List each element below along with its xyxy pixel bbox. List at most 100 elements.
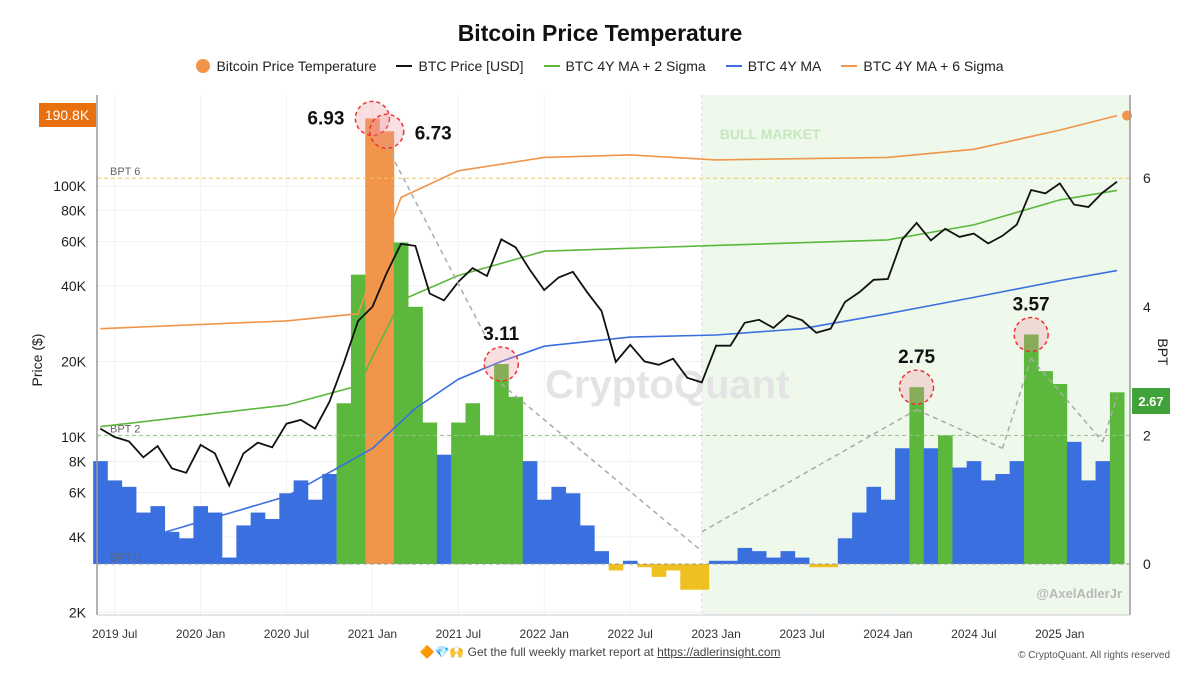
peak-label: 2.75 bbox=[898, 347, 935, 368]
legend-line-icon bbox=[725, 65, 742, 67]
bpt-bar bbox=[665, 564, 681, 571]
chart-title: Bitcoin Price Temperature bbox=[457, 20, 743, 46]
bpt-bar bbox=[580, 525, 595, 564]
bpt-bar bbox=[637, 564, 652, 568]
copyright: © CryptoQuant. All rights reserved bbox=[1018, 650, 1170, 661]
legend-label: BTC 4Y MA + 6 Sigma bbox=[863, 58, 1004, 74]
bpt-bar bbox=[522, 461, 538, 564]
bpt-bar bbox=[1095, 461, 1111, 564]
bpt-bar bbox=[780, 551, 796, 564]
trend-arrow bbox=[1001, 358, 1032, 449]
peak-label: 3.57 bbox=[1013, 294, 1050, 315]
trend-arrow bbox=[1102, 396, 1118, 443]
x-tick-label: 2025 Jan bbox=[1035, 627, 1084, 641]
bpt-bar bbox=[866, 486, 882, 564]
bpt-bar bbox=[565, 493, 581, 564]
bpt-bar bbox=[265, 518, 280, 564]
bpt-bar bbox=[537, 499, 552, 564]
bpt-bar bbox=[207, 512, 223, 564]
price-badge bbox=[39, 103, 96, 127]
bpt-bar bbox=[350, 274, 366, 564]
x-tick-label: 2024 Jul bbox=[951, 627, 996, 641]
legend-label: BTC 4Y MA + 2 Sigma bbox=[565, 58, 706, 74]
bpt-bar bbox=[451, 422, 466, 564]
footer-link[interactable]: https://adlerinsight.com bbox=[657, 645, 781, 659]
bpt-bar bbox=[479, 435, 495, 564]
x-tick-label: 2023 Jul bbox=[779, 627, 824, 641]
bpt-bar bbox=[379, 131, 395, 565]
y-right-axis-title: BPT bbox=[1155, 338, 1171, 366]
y-right-tick-label: 2 bbox=[1143, 427, 1151, 443]
bpt-bar bbox=[680, 564, 695, 590]
author-handle: @AxelAdlerJr bbox=[1036, 586, 1122, 601]
peak-circle bbox=[368, 113, 405, 150]
reference-label: BPT 6 bbox=[110, 166, 140, 178]
bpt-bar bbox=[1052, 383, 1068, 564]
bpt-bar bbox=[737, 547, 753, 564]
y-tick-label: 100K bbox=[53, 178, 86, 194]
y-tick-label: 20K bbox=[61, 353, 87, 369]
y-tick-label: 80K bbox=[61, 202, 87, 218]
bpt-badge-label: 2.67 bbox=[1138, 394, 1163, 409]
reference-label: BPT 2 bbox=[110, 423, 140, 435]
legend-label: Bitcoin Price Temperature bbox=[216, 58, 377, 74]
y-tick-label: 4K bbox=[69, 529, 87, 545]
bpt-bar bbox=[293, 480, 309, 564]
peak-label: 6.93 bbox=[307, 108, 344, 129]
peak-circle bbox=[1013, 316, 1049, 353]
bpt-bar bbox=[222, 557, 237, 564]
trend-arrow bbox=[916, 408, 1003, 449]
bpt-bar bbox=[250, 512, 266, 564]
bpt-bar bbox=[508, 396, 524, 564]
bpt-badge bbox=[1132, 388, 1170, 414]
trend-arrow bbox=[1030, 357, 1104, 443]
bpt-bar bbox=[708, 560, 724, 564]
bpt-bar bbox=[766, 557, 781, 564]
x-tick-label: 2022 Jul bbox=[607, 627, 652, 641]
legend-label: BTC 4Y MA bbox=[747, 58, 822, 74]
y-right-tick-label: 6 bbox=[1143, 170, 1151, 186]
ma-line bbox=[100, 269, 1118, 553]
x-tick-label: 2021 Jul bbox=[436, 627, 481, 641]
bpt-bar bbox=[107, 480, 123, 564]
y-axis-title: Price ($) bbox=[29, 334, 45, 387]
reference-label: BPT 0 bbox=[110, 552, 140, 564]
bpt-bar bbox=[279, 493, 294, 564]
legend-item-2sigma: BTC 4Y MA + 2 Sigma bbox=[543, 58, 706, 74]
x-tick-label: 2019 Jul bbox=[92, 627, 137, 641]
bpt-bar bbox=[594, 551, 609, 564]
bpt-bar bbox=[322, 473, 337, 564]
bpt-bar bbox=[179, 538, 194, 564]
legend-item-ma: BTC 4Y MA bbox=[725, 58, 822, 74]
bpt-bar bbox=[1081, 480, 1096, 564]
bpt-bar bbox=[995, 473, 1010, 564]
bpt-bar bbox=[393, 242, 409, 564]
x-tick-label: 2020 Jul bbox=[264, 627, 309, 641]
bpt-bar bbox=[694, 564, 710, 590]
legend-dot-icon bbox=[196, 59, 211, 73]
bpt-bar bbox=[651, 564, 667, 577]
bpt-bar bbox=[551, 486, 567, 564]
legend-label: BTC Price [USD] bbox=[418, 58, 524, 74]
bpt-bar bbox=[236, 525, 251, 564]
peak-circle bbox=[483, 346, 520, 382]
bpt-bar bbox=[436, 454, 452, 564]
legend-item-btc: BTC Price [USD] bbox=[396, 58, 524, 74]
bull-market-label: BULL MARKET bbox=[720, 126, 821, 142]
trend-arrow bbox=[386, 145, 488, 340]
y-right-tick-label: 4 bbox=[1143, 299, 1151, 315]
btc-price-line bbox=[99, 180, 1118, 488]
legend: Bitcoin Price Temperature BTC Price [USD… bbox=[0, 58, 1200, 74]
bpt-bar bbox=[966, 461, 982, 564]
x-tick-label: 2024 Jan bbox=[863, 627, 912, 641]
peak-circle bbox=[898, 369, 935, 405]
price-badge-label: 190.8K bbox=[45, 107, 90, 123]
legend-line-icon bbox=[396, 65, 413, 67]
footer: 🔶💎🙌 Get the full weekly market report at… bbox=[0, 645, 1200, 659]
bpt-bar bbox=[1109, 392, 1125, 564]
bpt-bar bbox=[1023, 334, 1039, 564]
ma-2sigma-line bbox=[100, 189, 1118, 428]
legend-item-bpt: Bitcoin Price Temperature bbox=[196, 58, 376, 74]
